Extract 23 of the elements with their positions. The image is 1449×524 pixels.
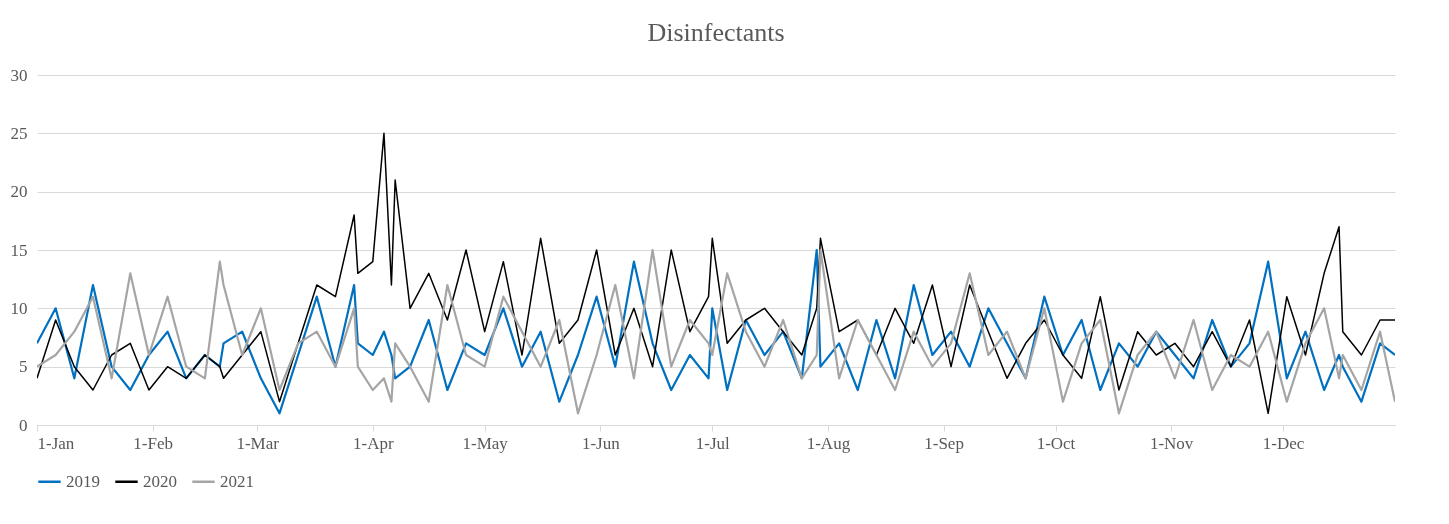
x-tick-label: 1-Oct: [1036, 433, 1076, 453]
x-tick-label: 1-Jun: [581, 433, 621, 453]
y-tick-label: 10: [10, 298, 28, 318]
y-tick-label: 0: [19, 415, 28, 435]
x-tick-label: 1-Jan: [37, 433, 75, 453]
y-tick-label: 25: [10, 123, 28, 143]
x-tick-label: 1-Jul: [695, 433, 731, 453]
legend-label: 2019: [66, 471, 100, 491]
x-tick-label: 1-May: [462, 433, 509, 453]
y-tick-label: 5: [19, 357, 28, 377]
x-tick-label: 1-Apr: [352, 433, 394, 453]
chart-title: Disinfectants: [647, 18, 785, 47]
y-tick-label: 20: [10, 182, 28, 202]
x-tick-label: 1-Sep: [924, 433, 964, 453]
legend-label: 2021: [220, 471, 254, 491]
y-tick-label: 30: [10, 65, 28, 85]
x-tick-label: 1-Nov: [1149, 433, 1194, 453]
x-tick-label: 1-Feb: [133, 433, 173, 453]
y-tick-label: 15: [10, 240, 28, 260]
legend-label: 2020: [143, 471, 177, 491]
x-tick-label: 1-Dec: [1262, 433, 1305, 453]
x-tick-label: 1-Aug: [806, 433, 851, 453]
x-tick-label: 1-Mar: [236, 433, 280, 453]
